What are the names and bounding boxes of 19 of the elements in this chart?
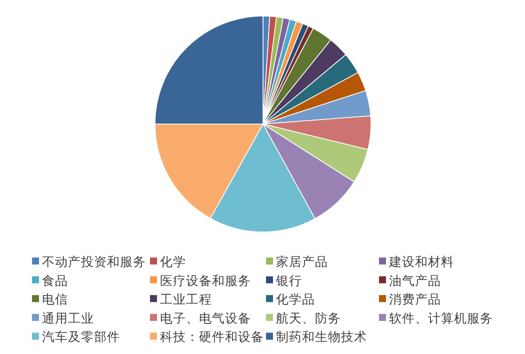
legend-label: 医疗设备和服务	[160, 272, 251, 288]
legend-label: 油气产品	[389, 272, 441, 288]
legend-label: 制药和生物技术	[276, 329, 367, 344]
legend-label: 汽车及零部件	[42, 329, 120, 344]
legend-label: 电子、电气设备	[160, 310, 251, 326]
legend-label: 建设和材料	[388, 254, 454, 269]
legend-label: 通用工业	[42, 310, 94, 326]
legend-label: 化学品	[276, 292, 315, 307]
legend-label: 不动产投资和服务	[42, 254, 146, 269]
legend-label: 银行	[275, 272, 302, 288]
legend-label: 航天、防务	[276, 310, 341, 326]
legend-label: 家居产品	[276, 254, 328, 269]
legend-label: 电信	[42, 292, 68, 307]
legend-label: 工业工程	[160, 292, 212, 307]
legend-label: 软件、计算机服务	[389, 310, 493, 326]
legend-label: 食品	[42, 272, 68, 288]
legend-label: 消费产品	[389, 292, 441, 307]
legend-label: 科技：硬件和设备	[160, 329, 264, 344]
legend-label: 化学	[160, 254, 186, 269]
